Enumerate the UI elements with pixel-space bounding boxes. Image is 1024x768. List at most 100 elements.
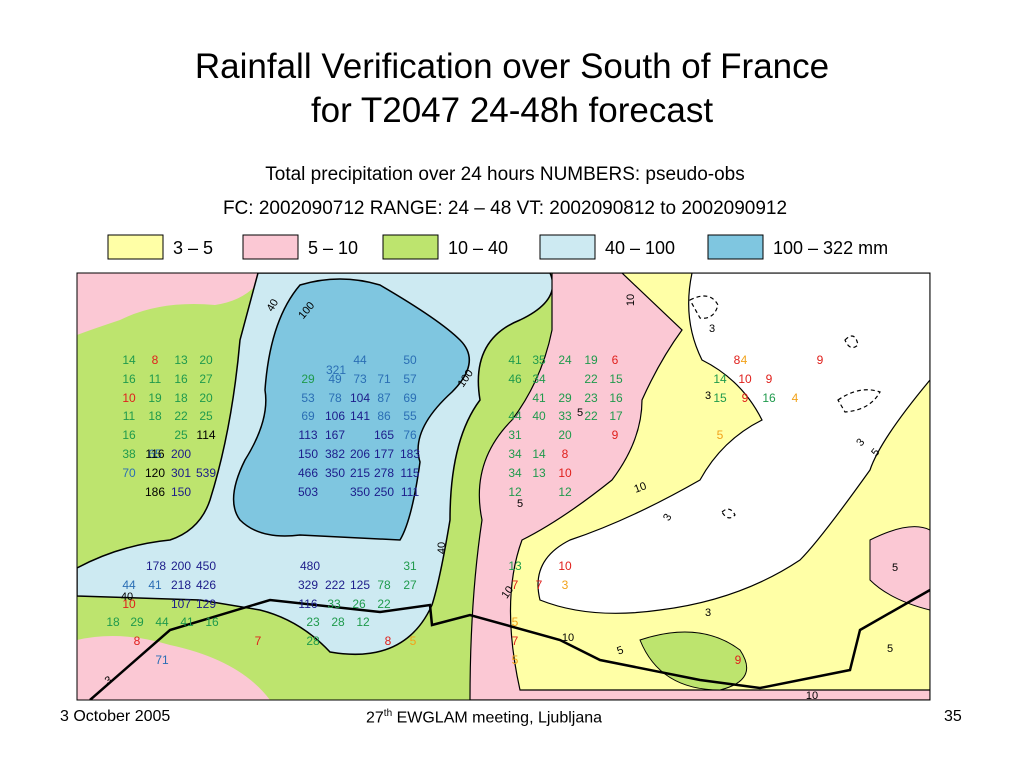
observation-value: 10 — [122, 597, 136, 611]
observation-value: 76 — [403, 428, 417, 442]
legend-swatch — [382, 234, 439, 260]
observation-value: 116 — [145, 447, 164, 461]
observation-value: 11 — [123, 409, 136, 423]
legend-label: 5 – 10 — [308, 238, 358, 258]
observation-value: 71 — [377, 372, 391, 386]
footer-page: 35 — [944, 708, 962, 725]
observation-value: 19 — [584, 353, 598, 367]
observation-value: 86 — [377, 409, 391, 423]
observation-value: 301 — [171, 466, 191, 480]
observation-value: 186 — [145, 485, 165, 499]
contour-label: 3 — [705, 390, 711, 402]
footer-event-suffix: th — [383, 708, 393, 719]
observation-value: 18 — [148, 409, 162, 423]
observation-value: 22 — [377, 597, 391, 611]
legend-swatch — [707, 234, 764, 260]
observation-value: 129 — [196, 597, 216, 611]
observation-value: 34 — [532, 372, 546, 386]
border-line — [89, 588, 930, 700]
observation-value: 44 — [155, 615, 169, 629]
observation-value: 12 — [508, 485, 522, 499]
observation-value: 167 — [325, 428, 345, 442]
observation-value: 503 — [298, 485, 318, 499]
observation-value: 33 — [558, 409, 572, 423]
observation-value: 44 — [353, 353, 367, 367]
observation-value: 382 — [325, 447, 345, 461]
observation-value: 183 — [400, 447, 420, 461]
observation-value: 23 — [584, 391, 598, 405]
observation-value: 7 — [536, 578, 543, 592]
map-heading: FC: 2002090712 RANGE: 24 – 48 VT: 200209… — [223, 198, 787, 219]
observation-value: 44 — [122, 578, 136, 592]
observation-value: 22 — [174, 409, 188, 423]
observation-value: 27 — [199, 372, 213, 386]
contour-label: 5 — [577, 407, 583, 419]
observation-value: 5 — [512, 653, 519, 667]
observation-value: 69 — [301, 409, 315, 423]
observation-value: 9 — [735, 653, 742, 667]
observation-value: 29 — [130, 615, 144, 629]
observation-value: 450 — [196, 559, 216, 573]
contour-label: 40 — [265, 297, 282, 314]
observation-value: 4 — [741, 353, 748, 367]
observation-value: 10 — [738, 372, 752, 386]
legend: 3 – 5 5 – 10 10 – 40 40 – 100 100 – 322 mm — [107, 234, 888, 260]
observation-value: 150 — [298, 447, 318, 461]
observation-value: 4 — [792, 391, 799, 405]
observation-value: 200 — [171, 559, 191, 573]
observation-value: 33 — [327, 597, 341, 611]
observation-value: 17 — [609, 409, 623, 423]
observation-value: 8 — [152, 353, 159, 367]
observation-value: 41 — [508, 353, 522, 367]
observation-value: 111 — [401, 485, 420, 499]
contour-label: 10 — [499, 584, 516, 601]
observation-value: 8 — [385, 634, 392, 648]
observation-value: 13 — [532, 466, 546, 480]
observation-value: 222 — [325, 578, 345, 592]
observation-value: 120 — [145, 466, 165, 480]
observation-value: 12 — [558, 485, 572, 499]
observation-value: 3 — [562, 578, 569, 592]
footer-event-text: EWGLAM meeting, Ljubljana — [392, 709, 603, 727]
observation-value: 25 — [199, 409, 213, 423]
observation-value: 7 — [512, 634, 519, 648]
observation-value: 104 — [350, 391, 370, 405]
contour-label: 3 — [103, 674, 114, 687]
observation-value: 116 — [298, 597, 317, 611]
observation-value: 8 — [734, 353, 741, 367]
observation-value: 113 — [298, 428, 317, 442]
observation-value: 87 — [377, 391, 391, 405]
rainfall-area — [77, 636, 270, 700]
observation-value: 49 — [328, 372, 342, 386]
rainfall-area — [77, 273, 265, 335]
observation-value: 14 — [713, 372, 727, 386]
observation-value: 20 — [199, 353, 213, 367]
observation-value: 15 — [609, 372, 623, 386]
contour-label: 3 — [709, 323, 715, 335]
legend-label: 3 – 5 — [173, 238, 213, 258]
observation-value: 38 — [122, 447, 136, 461]
observation-value: 73 — [353, 372, 367, 386]
observation-value: 28 — [306, 634, 320, 648]
legend-label: 100 – 322 mm — [773, 238, 888, 258]
observation-value: 41 — [180, 615, 194, 629]
contour-label: 10 — [562, 632, 574, 644]
observation-value: 350 — [350, 485, 370, 499]
observation-value: 31 — [508, 428, 522, 442]
observation-value: 57 — [403, 372, 417, 386]
observation-value: 29 — [558, 391, 572, 405]
observation-value: 16 — [762, 391, 776, 405]
observation-value: 125 — [350, 578, 370, 592]
observation-value: 215 — [350, 466, 370, 480]
observation-value: 329 — [298, 578, 318, 592]
observation-value: 8 — [134, 634, 141, 648]
observation-value: 25 — [174, 428, 188, 442]
observation-value: 14 — [122, 353, 136, 367]
observation-value: 78 — [377, 578, 391, 592]
observation-value: 70 — [122, 466, 136, 480]
legend-label: 40 – 100 — [605, 238, 675, 258]
observation-value: 7 — [512, 578, 519, 592]
observation-value: 5 — [512, 615, 519, 629]
